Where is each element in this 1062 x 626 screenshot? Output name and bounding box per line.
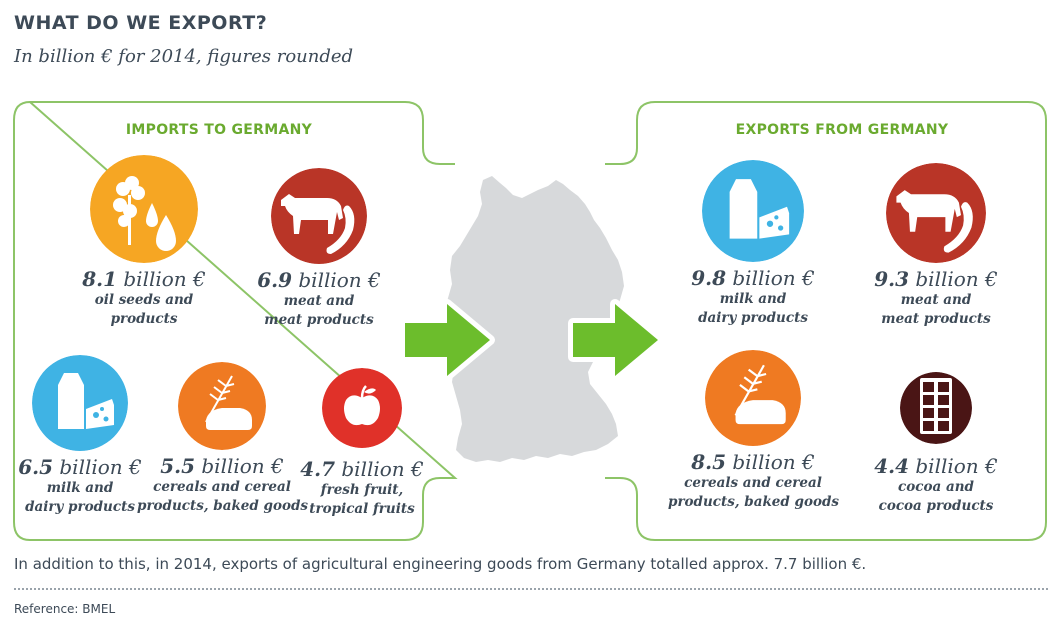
export-item-cocoa: 4.4 billion € cocoa and cocoa products — [851, 372, 1021, 516]
import-meat-label-2: meat products — [264, 312, 374, 328]
dotted-divider — [14, 588, 1048, 590]
meat-icon — [271, 168, 367, 264]
export-cereals-value: 8.5 billion € — [691, 450, 815, 474]
import-oilseeds-label-1: oil seeds and — [94, 292, 194, 308]
export-item-cereals: 8.5 billion € cereals and cereal product… — [668, 350, 840, 512]
import-meat-label-1: meat and — [283, 293, 355, 309]
export-item-meat: 9.3 billion € meat and meat products — [851, 163, 1021, 329]
infographic-backdrop — [13, 100, 1047, 541]
imports-heading: IMPORTS TO GERMANY — [125, 122, 313, 138]
export-meat-label-1: meat and — [900, 292, 972, 308]
cereals-icon — [178, 362, 266, 450]
reference: Reference: BMEL — [14, 602, 116, 616]
import-item-fruit: 4.7 billion € fresh fruit, tropical frui… — [277, 368, 447, 519]
meat-icon — [886, 163, 986, 263]
export-dairy-label-1: milk and — [719, 291, 787, 307]
export-meat-value: 9.3 billion € — [874, 267, 998, 291]
germany-map — [440, 176, 624, 462]
dairy-icon — [32, 355, 128, 451]
export-arrow — [568, 299, 663, 381]
exports-panel-frame — [605, 101, 1047, 541]
import-dairy-label-2: dairy products — [25, 499, 135, 515]
export-dairy-label-2: dairy products — [698, 310, 808, 326]
export-cocoa-value: 4.4 billion € — [874, 454, 998, 478]
export-dairy-value: 9.8 billion € — [691, 266, 815, 290]
import-fruit-label-1: fresh fruit, — [320, 482, 404, 498]
import-oilseeds-label-2: products — [110, 311, 178, 327]
import-item-meat: 6.9 billion € meat and meat products — [234, 168, 404, 330]
import-meat-value: 6.9 billion € — [257, 268, 381, 292]
import-item-dairy: 6.5 billion € milk and dairy products — [0, 355, 165, 517]
page-title: WHAT DO WE EXPORT? — [14, 12, 268, 34]
cereals-icon — [705, 350, 801, 446]
oilseeds-icon — [90, 155, 198, 263]
import-fruit-value: 4.7 billion € — [300, 457, 424, 481]
export-cereals-label-1: cereals and cereal — [684, 475, 822, 491]
fruit-icon — [322, 368, 402, 448]
export-item-dairy: 9.8 billion € milk and dairy products — [668, 160, 838, 328]
page-subtitle: In billion € for 2014, figures rounded — [14, 46, 354, 67]
import-dairy-value: 6.5 billion € — [18, 455, 142, 479]
import-fruit-label-2: tropical fruits — [309, 501, 415, 517]
cocoa-icon — [900, 372, 972, 444]
import-dairy-label-1: milk and — [46, 480, 114, 496]
exports-heading: EXPORTS FROM GERMANY — [735, 122, 949, 138]
export-meat-label-2: meat products — [881, 311, 991, 327]
export-cereals-label-2: products, baked goods — [668, 494, 840, 510]
footnote: In addition to this, in 2014, exports of… — [14, 555, 867, 573]
imports-panel-frame — [13, 100, 458, 541]
import-cereals-label-1: cereals and cereal — [153, 479, 291, 495]
import-arrow — [400, 299, 495, 381]
export-cocoa-label-2: cocoa products — [878, 498, 994, 514]
import-item-oilseeds: 8.1 billion € oil seeds and products — [59, 155, 229, 329]
import-cereals-label-2: products, baked goods — [137, 498, 309, 514]
import-cereals-value: 5.5 billion € — [160, 454, 284, 478]
import-oilseeds-value: 8.1 billion € — [82, 267, 206, 291]
export-cocoa-label-1: cocoa and — [898, 479, 974, 495]
import-item-cereals: 5.5 billion € cereals and cereal product… — [137, 362, 309, 516]
dairy-icon — [702, 160, 804, 262]
